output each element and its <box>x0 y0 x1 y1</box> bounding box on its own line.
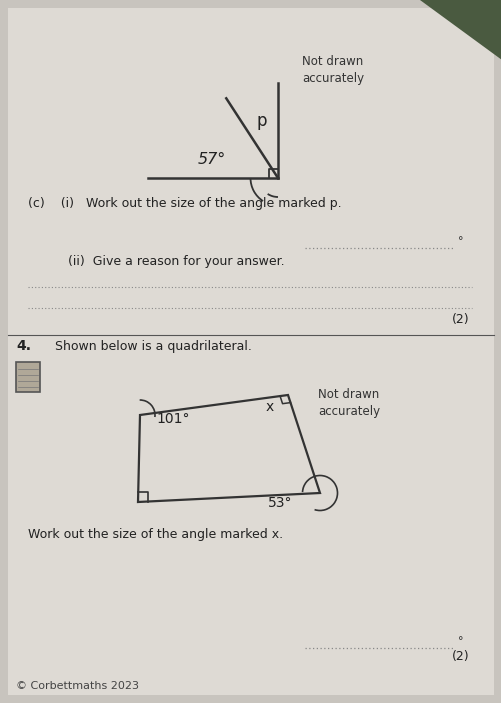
Text: 101°: 101° <box>156 412 189 426</box>
Text: (c)    (i)   Work out the size of the angle marked p.: (c) (i) Work out the size of the angle m… <box>28 197 341 210</box>
Text: 4.: 4. <box>16 339 31 353</box>
Text: p: p <box>256 112 266 130</box>
Text: °: ° <box>457 236 462 246</box>
Text: 57°: 57° <box>197 152 226 167</box>
Text: Shown below is a quadrilateral.: Shown below is a quadrilateral. <box>55 340 252 353</box>
Text: Not drawn
accurately: Not drawn accurately <box>317 388 379 418</box>
Text: x: x <box>266 400 274 414</box>
Text: Work out the size of the angle marked x.: Work out the size of the angle marked x. <box>28 528 283 541</box>
Text: (2): (2) <box>451 313 469 326</box>
Text: 53°: 53° <box>268 496 292 510</box>
Polygon shape <box>419 0 501 60</box>
Bar <box>16 362 40 392</box>
Text: °: ° <box>457 636 462 646</box>
Text: Not drawn
accurately: Not drawn accurately <box>302 55 363 85</box>
Text: (ii)  Give a reason for your answer.: (ii) Give a reason for your answer. <box>68 255 284 268</box>
Text: © Corbettmaths 2023: © Corbettmaths 2023 <box>16 681 139 691</box>
Text: (2): (2) <box>451 650 469 663</box>
